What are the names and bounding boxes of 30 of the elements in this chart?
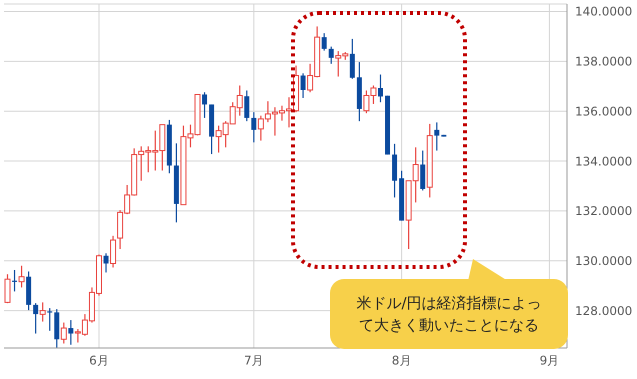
candlestick [350, 38, 355, 80]
candlestick [4, 274, 10, 304]
candlestick [251, 112, 256, 143]
annotation: 米ドル/円は経済指標によって大きく動いたことになる [355, 293, 543, 336]
candlestick [300, 72, 306, 99]
candlestick [40, 302, 46, 322]
candlestick [12, 269, 18, 292]
candlestick [378, 74, 383, 103]
x-tick-label: 7月 [244, 354, 264, 368]
y-tick-label: 134.0000 [575, 154, 632, 168]
x-tick-label: 8月 [392, 354, 412, 368]
candlestick [322, 32, 327, 52]
y-tick-label: 140.0000 [575, 4, 632, 19]
candlestick [33, 302, 38, 334]
y-tick-label: 136.0000 [575, 104, 632, 118]
y-tick-label: 128.0000 [575, 304, 632, 318]
x-tick-label: 6月 [89, 354, 109, 368]
y-tick-label: 130.0000 [575, 254, 632, 268]
candlestick [202, 92, 208, 119]
candlestick [328, 46, 334, 64]
y-tick-label: 138.0000 [575, 54, 632, 69]
candlestick [18, 265, 25, 288]
candlestick [104, 252, 109, 274]
candlestick [68, 319, 74, 346]
candlestick [434, 122, 440, 152]
candlestick [244, 90, 250, 122]
candlestick [110, 235, 116, 268]
candlestick [60, 322, 67, 344]
x-tick-label: 9月 [540, 354, 560, 368]
y-tick-label: 132.0000 [575, 204, 632, 218]
